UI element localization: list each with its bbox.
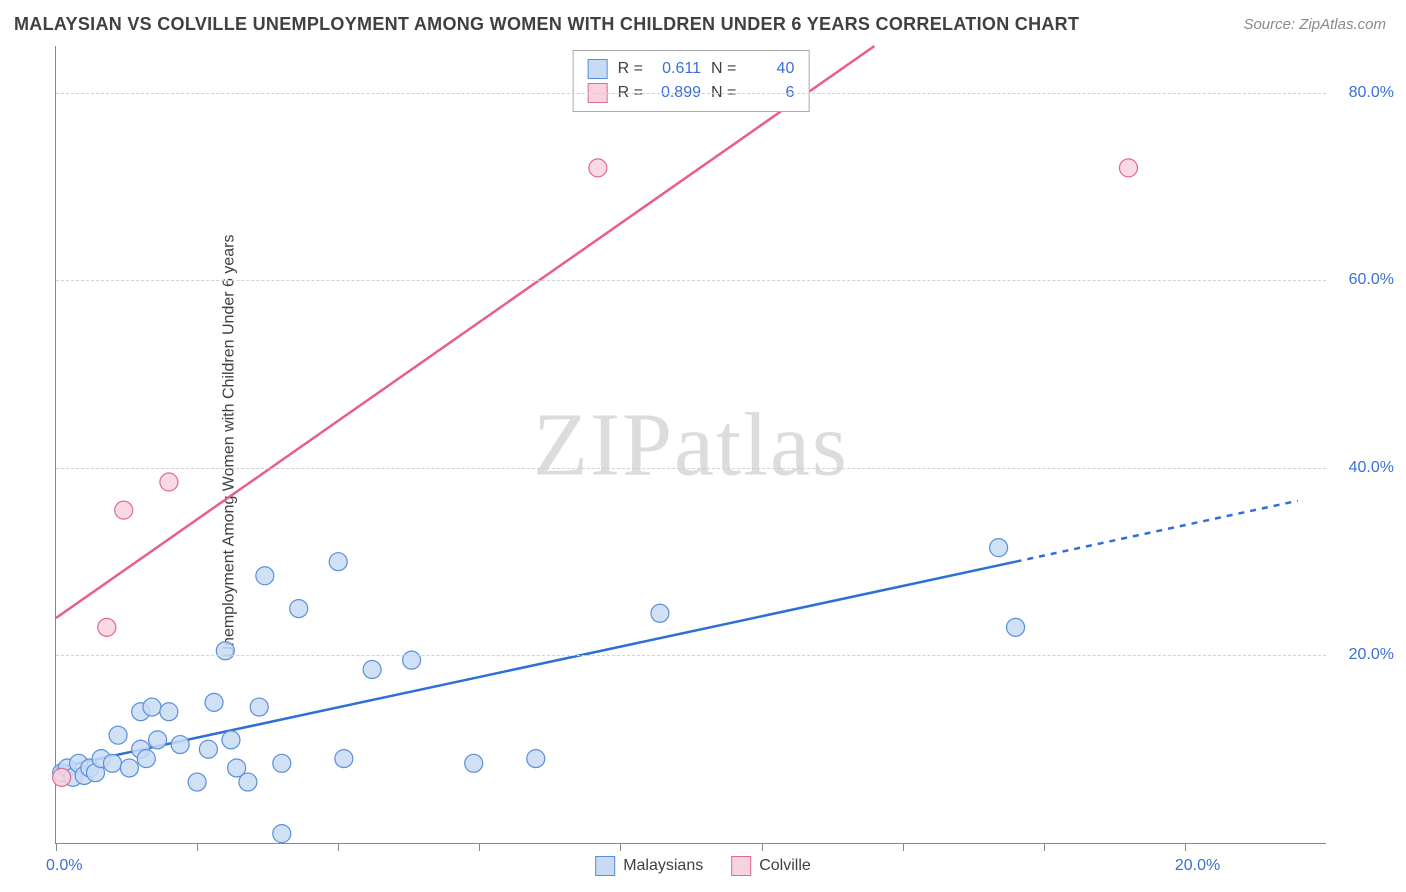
- stats-r-label: R =: [618, 60, 643, 78]
- legend-item-malaysians: Malaysians: [595, 856, 703, 876]
- x-tick: [1044, 843, 1045, 851]
- swatch-malaysians-icon: [595, 856, 615, 876]
- stats-r-value-malaysians: 0.611: [653, 60, 701, 78]
- y-tick-label: 40.0%: [1349, 459, 1394, 477]
- x-tick: [1185, 843, 1186, 851]
- gridline: [56, 280, 1326, 281]
- gridline: [56, 468, 1326, 469]
- x-tick-label: 20.0%: [1175, 857, 1220, 875]
- stats-n-value-malaysians: 40: [746, 60, 794, 78]
- x-tick: [338, 843, 339, 851]
- legend: Malaysians Colville: [595, 856, 811, 876]
- chart-svg-layer: [56, 46, 1326, 843]
- legend-label-colville: Colville: [759, 857, 811, 875]
- correlation-stats-box: R = 0.611 N = 40 R = 0.899 N = 6: [573, 50, 810, 112]
- y-tick-label: 80.0%: [1349, 84, 1394, 102]
- stats-row-malaysians: R = 0.611 N = 40: [588, 57, 795, 81]
- x-tick: [762, 843, 763, 851]
- gridline: [56, 93, 1326, 94]
- x-tick: [479, 843, 480, 851]
- swatch-colville-icon: [731, 856, 751, 876]
- legend-label-malaysians: Malaysians: [623, 857, 703, 875]
- legend-item-colville: Colville: [731, 856, 811, 876]
- gridline: [56, 655, 1326, 656]
- x-tick: [197, 843, 198, 851]
- stats-n-label: N =: [711, 60, 736, 78]
- x-tick-label: 0.0%: [46, 857, 82, 875]
- y-tick-label: 20.0%: [1349, 646, 1394, 664]
- chart-plot-area: ZIPatlas R = 0.611 N = 40 R = 0.899 N = …: [55, 46, 1326, 844]
- chart-title: MALAYSIAN VS COLVILLE UNEMPLOYMENT AMONG…: [14, 14, 1079, 35]
- x-tick: [903, 843, 904, 851]
- swatch-malaysians-icon: [588, 59, 608, 79]
- x-tick: [620, 843, 621, 851]
- y-tick-label: 60.0%: [1349, 271, 1394, 289]
- x-tick: [56, 843, 57, 851]
- source-attribution: Source: ZipAtlas.com: [1243, 16, 1386, 33]
